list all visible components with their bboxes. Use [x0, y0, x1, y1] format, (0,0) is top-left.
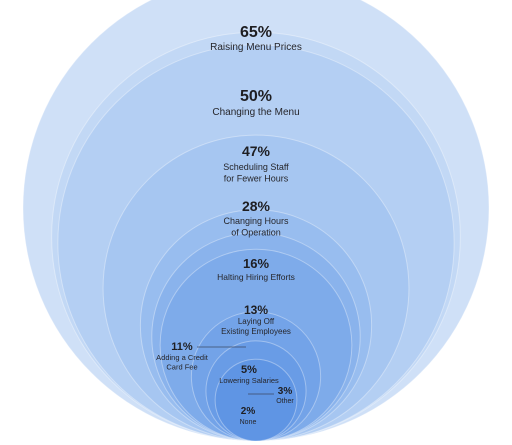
category-label-none: None	[240, 419, 257, 426]
value-label-raising-menu-prices: 65%	[240, 24, 272, 41]
bubble-labels: 65%Raising Menu Prices 50% Changing the Me…	[156, 24, 302, 426]
value-label-laying-off-existing-employees: 13%	[244, 303, 268, 317]
category-label-scheduling-staff-for-fewer-hours: Scheduling Staff for Fewer Hours	[223, 162, 289, 183]
category-label-laying-off-existing-employees: Laying Off Existing Employees	[221, 317, 291, 336]
category-label-lowering-salaries: Lowering Salaries	[219, 376, 279, 385]
category-label-changing-the-menu: Changing the Menu	[212, 107, 299, 118]
category-label-other: Other	[276, 398, 294, 405]
value-label-lowering-salaries: 5%	[241, 364, 257, 376]
value-label-scheduling-staff-for-fewer-hours: 47%	[242, 143, 271, 159]
leader-lines	[197, 346, 274, 395]
category-label-raising-menu-prices: Raising Menu Prices	[210, 42, 302, 53]
value-label-halting-hiring-efforts: 16%	[243, 256, 269, 271]
value-label-adding-a-credit-card-fee: 11%	[171, 341, 193, 353]
category-label-changing-hours-of-operation: Changing Hours of Operation	[223, 216, 289, 237]
category-label-halting-hiring-efforts: Halting Hiring Efforts	[217, 272, 295, 282]
value-label-changing-hours-of-operation: 28%	[242, 198, 271, 214]
bubble-circles	[22, 0, 490, 442]
category-label-adding-a-credit-card-fee: Adding a Credit Card Fee	[156, 353, 209, 371]
value-label-none: 2%	[241, 406, 256, 417]
value-label-changing-the-menu: 50%	[240, 88, 272, 105]
value-label-other: 3%	[278, 386, 293, 397]
bubble-none	[214, 358, 298, 442]
